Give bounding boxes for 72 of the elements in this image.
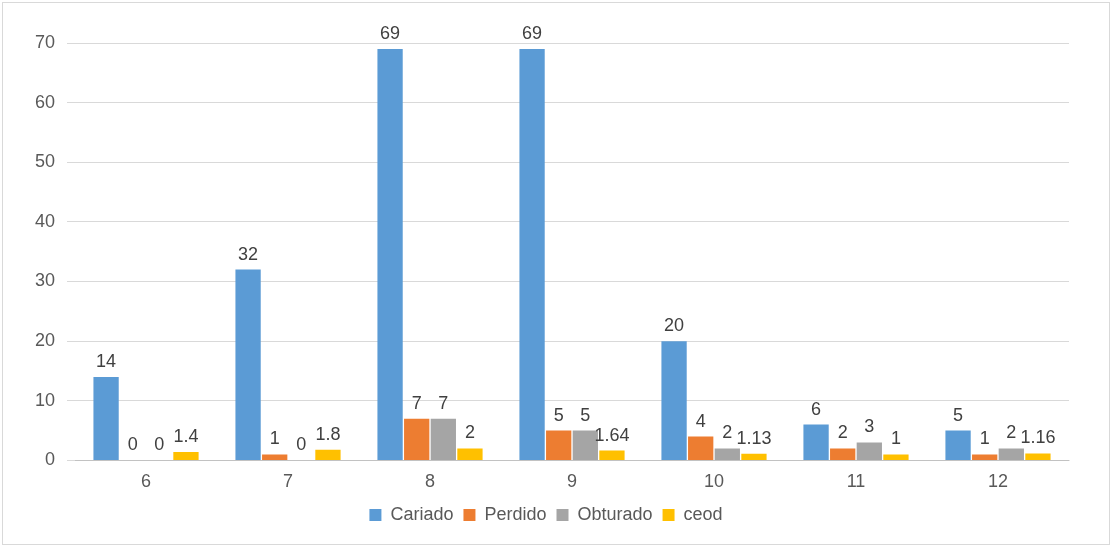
y-tick-label: 60 xyxy=(34,91,56,112)
y-tick-label: 0 xyxy=(45,449,56,470)
data-label: 1.64 xyxy=(594,424,630,445)
data-label: 14 xyxy=(96,350,117,371)
x-tick-label: 9 xyxy=(567,471,578,492)
data-label: 5 xyxy=(953,404,964,425)
bar xyxy=(93,376,119,460)
data-label: 5 xyxy=(580,404,591,425)
data-label: 0 xyxy=(154,434,165,455)
x-tick-label: 10 xyxy=(703,471,725,492)
legend-label: Cariado xyxy=(390,503,454,524)
data-label: 1.16 xyxy=(1020,427,1056,448)
bar xyxy=(661,341,687,460)
bar xyxy=(572,430,598,460)
legend-label: Perdido xyxy=(484,503,547,524)
data-label: 2 xyxy=(464,422,475,443)
y-tick-label: 30 xyxy=(34,270,56,291)
data-label: 2 xyxy=(837,422,848,443)
bar xyxy=(599,450,625,460)
data-label: 4 xyxy=(695,410,706,431)
x-tick-label: 11 xyxy=(846,471,866,492)
bar xyxy=(741,453,767,460)
data-label: 6 xyxy=(811,398,822,419)
y-tick-label: 20 xyxy=(34,330,56,351)
bar xyxy=(519,48,545,460)
y-tick-label: 70 xyxy=(34,31,56,52)
bar xyxy=(457,448,483,460)
bar xyxy=(856,442,882,460)
bar xyxy=(803,424,829,460)
bar xyxy=(714,448,740,460)
bar xyxy=(377,48,403,460)
bar xyxy=(404,418,430,460)
x-tick-label: 8 xyxy=(425,471,436,492)
y-tick-label: 40 xyxy=(34,210,56,231)
data-label: 7 xyxy=(438,392,449,413)
bar xyxy=(546,430,572,460)
bar xyxy=(830,448,856,460)
data-label: 20 xyxy=(664,315,685,336)
bar xyxy=(688,436,714,460)
bar xyxy=(1025,453,1051,460)
bar xyxy=(430,418,456,460)
data-label: 0 xyxy=(127,434,138,455)
legend-label: Obturado xyxy=(577,503,653,524)
data-label: 5 xyxy=(553,404,564,425)
bar xyxy=(945,430,971,460)
x-tick-label: 6 xyxy=(141,471,152,492)
data-label: 1 xyxy=(979,428,990,449)
data-label: 7 xyxy=(411,392,422,413)
data-label: 69 xyxy=(522,22,543,43)
data-label: 2 xyxy=(1006,422,1017,443)
bar xyxy=(883,454,909,460)
bar xyxy=(998,448,1024,460)
bar xyxy=(315,449,341,460)
x-tick-label: 12 xyxy=(987,471,1009,492)
y-tick-label: 10 xyxy=(34,389,56,410)
data-label: 1.8 xyxy=(315,423,341,444)
y-tick-label: 50 xyxy=(34,151,56,172)
data-label: 1.13 xyxy=(736,427,772,448)
bar xyxy=(972,454,998,460)
x-tick-label: 7 xyxy=(283,471,294,492)
bar xyxy=(262,454,288,460)
legend-label: ceod xyxy=(683,503,723,524)
data-label: 1 xyxy=(890,428,901,449)
bar xyxy=(235,269,261,460)
data-label: 32 xyxy=(238,243,259,264)
data-label: 0 xyxy=(296,434,307,455)
data-label: 3 xyxy=(864,416,875,437)
data-label: 1 xyxy=(269,428,280,449)
data-label: 1.4 xyxy=(173,426,199,447)
data-label: 2 xyxy=(722,422,733,443)
bar xyxy=(173,452,199,460)
data-label: 69 xyxy=(380,22,401,43)
